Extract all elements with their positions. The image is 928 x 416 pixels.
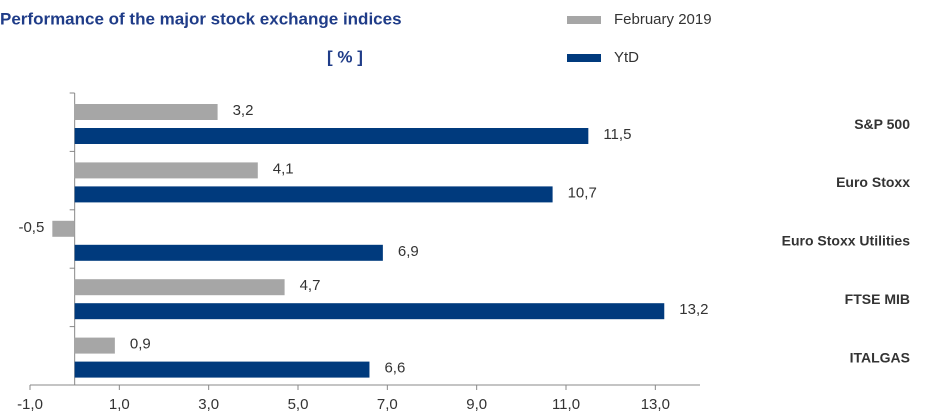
bar <box>74 186 553 203</box>
value-label: 13,2 <box>679 301 708 318</box>
category-label: ITALGAS <box>850 349 910 365</box>
legend-label: YtD <box>614 49 639 66</box>
chart-title: Performance of the major stock exchange … <box>0 9 402 28</box>
x-tick-label: 11,0 <box>552 396 580 413</box>
value-label: 10,7 <box>568 184 597 201</box>
x-tick-label: 7,0 <box>377 396 398 413</box>
legend-label: February 2019 <box>614 11 712 28</box>
value-label: 3,2 <box>233 102 254 119</box>
bar <box>74 337 115 354</box>
value-label: 6,6 <box>384 360 405 377</box>
legend-swatch <box>567 54 601 62</box>
bar <box>74 244 383 261</box>
bar <box>74 128 589 144</box>
category-label: Euro Stoxx <box>836 174 910 190</box>
legend-swatch <box>567 16 601 24</box>
x-tick-label: 3,0 <box>198 396 219 413</box>
x-tick-label: 13,0 <box>641 396 670 413</box>
category-label: S&P 500 <box>854 116 910 132</box>
category-label: FTSE MIB <box>845 291 910 307</box>
x-tick-label: 5,0 <box>288 396 309 413</box>
bar <box>74 279 285 296</box>
x-tick-label: -1,0 <box>17 396 43 413</box>
bar <box>74 303 665 320</box>
value-label: -0,5 <box>18 219 44 236</box>
value-label: 11,5 <box>603 126 631 143</box>
bar <box>52 220 75 237</box>
category-label: Euro Stoxx Utilities <box>782 233 911 249</box>
value-label: 0,9 <box>130 336 151 353</box>
bar <box>74 361 370 378</box>
value-label: 4,1 <box>273 160 294 177</box>
chart-subtitle: [ % ] <box>327 47 363 66</box>
bar <box>74 162 258 179</box>
value-label: 6,9 <box>398 243 419 260</box>
bar <box>74 104 218 120</box>
value-label: 4,7 <box>300 277 321 294</box>
x-tick-label: 9,0 <box>466 396 487 413</box>
x-tick-label: 1,0 <box>109 396 130 413</box>
